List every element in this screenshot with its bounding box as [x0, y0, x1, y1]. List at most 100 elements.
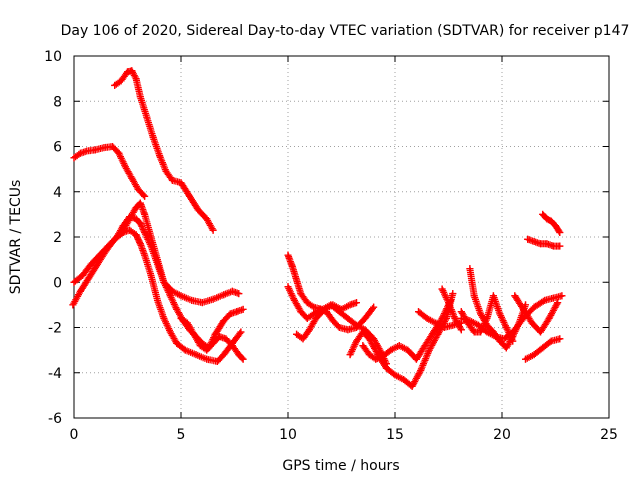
grid [74, 56, 609, 418]
data-point [329, 301, 337, 309]
data-point [438, 285, 446, 293]
data-point [477, 328, 485, 336]
data-point [136, 93, 144, 101]
data-point [156, 152, 164, 160]
series-arc15 [457, 292, 517, 345]
data-point [400, 376, 408, 384]
series-arc17 [511, 292, 562, 336]
data-point [515, 319, 523, 327]
data-point [69, 301, 77, 309]
axis-ticks: 0 5 10 15 20 25 -6 -4 -2 0 2 4 6 8 10 [44, 49, 618, 443]
data-point [153, 296, 161, 304]
data-point [141, 210, 149, 218]
data-point [432, 319, 440, 327]
data-point [213, 357, 221, 365]
data-point [509, 337, 517, 345]
data-point [415, 308, 423, 316]
data-point [132, 204, 140, 212]
data-point [530, 303, 538, 311]
data-point [543, 215, 551, 223]
y-tick-label: 4 [53, 185, 62, 201]
data-point [216, 333, 224, 341]
data-point [438, 314, 446, 322]
data-point [421, 342, 429, 350]
x-tick-label: 5 [177, 427, 186, 443]
data-point [528, 319, 536, 327]
data-point [372, 355, 380, 363]
data-point [547, 217, 555, 225]
series-arc2 [70, 143, 149, 200]
data-point [284, 283, 292, 291]
data-point [186, 192, 194, 200]
series-arc6 [177, 314, 247, 363]
data-point [519, 305, 527, 313]
series-arc1 [111, 67, 217, 234]
data-point [556, 242, 564, 250]
data-point [211, 330, 219, 338]
data-point [136, 240, 144, 248]
y-tick-label: 2 [53, 230, 62, 246]
data-point [352, 324, 360, 331]
data-point [160, 278, 168, 286]
data-point [549, 294, 557, 302]
data-point [141, 192, 149, 200]
data-point [143, 113, 151, 121]
data-point [239, 305, 247, 313]
data-point [79, 271, 87, 279]
data-point [359, 342, 367, 350]
data-point [147, 233, 155, 241]
data-point [134, 185, 142, 193]
data-point [102, 247, 110, 255]
data-point [464, 319, 472, 327]
data-point [305, 326, 313, 334]
series-arc9 [293, 299, 360, 343]
data-point [423, 314, 431, 322]
data-point [511, 292, 519, 300]
data-point [530, 238, 538, 246]
series-arc10 [346, 290, 457, 390]
data-point [83, 147, 91, 155]
data-point [290, 296, 298, 304]
data-point [483, 328, 491, 336]
data-point [168, 176, 176, 184]
data-point [91, 146, 99, 154]
data-point [558, 292, 566, 300]
data-point [303, 314, 311, 322]
data-point [222, 335, 230, 343]
data-point [430, 328, 438, 336]
data-point [370, 303, 378, 311]
data-point [352, 299, 360, 307]
data-point [177, 292, 185, 300]
data-point [228, 342, 236, 350]
data-point [522, 355, 530, 363]
data-point [188, 296, 196, 304]
data-point [132, 231, 140, 239]
data-point [173, 305, 181, 313]
data-point [500, 335, 508, 343]
data-point [496, 310, 504, 318]
data-point [549, 242, 557, 250]
data-point [128, 174, 136, 182]
data-point [117, 77, 125, 85]
data-point [220, 317, 228, 325]
data-point [141, 251, 149, 259]
data-point [382, 364, 390, 372]
data-point [194, 206, 202, 214]
data-point [440, 324, 448, 331]
data-point [203, 215, 211, 223]
data-point [344, 326, 352, 334]
data-point [483, 314, 491, 322]
data-point [344, 314, 352, 322]
data-point [190, 330, 198, 338]
data-point [220, 291, 228, 299]
y-tick-label: -6 [48, 411, 62, 427]
data-point [228, 287, 236, 295]
data-point [111, 81, 119, 89]
data-point [425, 346, 433, 354]
data-point [445, 299, 452, 307]
data-point [457, 326, 465, 334]
data-point [121, 163, 129, 171]
data-point [530, 351, 538, 359]
data-point [126, 215, 134, 223]
series-arc16 [438, 285, 465, 334]
